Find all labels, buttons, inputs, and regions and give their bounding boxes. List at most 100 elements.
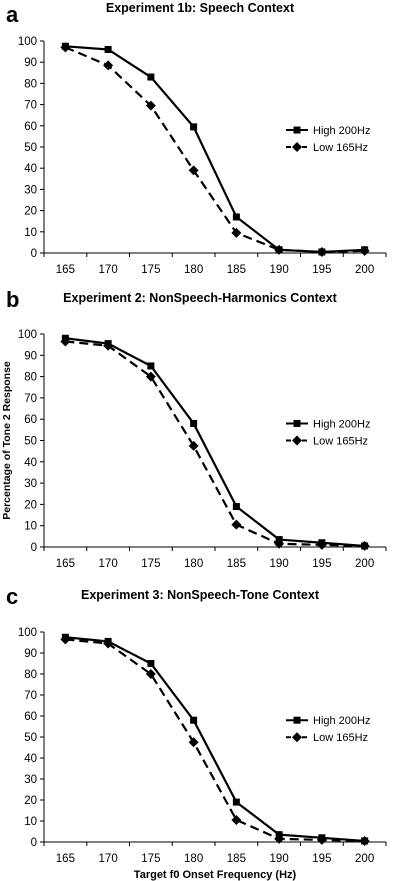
y-tick-label: 70	[24, 100, 37, 112]
legend-entry: High 200Hz	[313, 418, 370, 430]
data-point-low	[231, 814, 242, 825]
y-tick-label: 20	[24, 499, 37, 511]
legend: High 200Hz Low 165Hz	[286, 125, 370, 154]
y-tick-label: 70	[24, 690, 37, 702]
data-point-low	[145, 669, 156, 679]
legend-marker	[292, 435, 302, 446]
data-point-low	[231, 227, 242, 238]
y-tick-label: 60	[24, 711, 37, 723]
x-tick-label: 175	[141, 853, 160, 865]
legend-marker	[292, 142, 302, 153]
y-tick-label: 30	[24, 478, 37, 490]
data-point-low	[145, 100, 156, 111]
x-tick-label: 190	[270, 558, 289, 570]
data-point-low	[60, 336, 71, 347]
x-tick-label: 190	[270, 264, 289, 276]
y-tick-label: 100	[18, 329, 37, 341]
panel-label: c	[6, 584, 18, 609]
legend-entry: High 200Hz	[313, 125, 370, 137]
legend-entry: Low 165Hz	[313, 142, 368, 154]
data-point-low	[316, 539, 327, 550]
y-tick-label: 100	[18, 36, 37, 48]
data-point-high	[190, 419, 198, 427]
y-tick-label: 40	[24, 753, 37, 765]
series-line-low	[64, 46, 365, 254]
x-tick-label: 185	[227, 558, 246, 570]
panel-label: a	[6, 2, 19, 27]
data-point-low	[274, 244, 285, 255]
data-point-low	[60, 42, 71, 53]
legend-marker	[292, 732, 302, 743]
y-tick-label: 80	[24, 372, 37, 384]
y-tick-label: 90	[24, 648, 37, 660]
x-tick-label: 180	[184, 264, 203, 276]
data-point-high	[232, 213, 240, 221]
x-tick-label: 195	[312, 264, 331, 276]
y-tick-label: 50	[24, 142, 37, 154]
chart-panel-c: c Experiment 3: NonSpeech-Tone Context 0 10…	[6, 584, 387, 881]
y-tick-label: 50	[24, 732, 37, 744]
data-point-low	[103, 340, 114, 351]
y-tick-label: 90	[24, 350, 37, 362]
y-tick-label: 80	[24, 78, 37, 90]
data-point-low	[231, 519, 242, 530]
y-tick-label: 10	[24, 521, 37, 533]
data-point-high	[190, 123, 198, 131]
y-tick-label: 60	[24, 121, 37, 133]
data-point-low	[145, 371, 156, 382]
legend: High 200Hz Low 165Hz	[286, 418, 370, 447]
series-line-high	[65, 337, 365, 548]
x-tick-label: 185	[227, 853, 246, 865]
x-tick-label: 195	[312, 853, 331, 865]
legend-entry: Low 165Hz	[313, 732, 368, 744]
data-point-high	[190, 716, 198, 724]
data-point-high	[104, 45, 112, 53]
x-tick-label: 165	[56, 558, 75, 570]
y-tick-label: 100	[18, 627, 37, 639]
y-tick-label: 10	[24, 816, 37, 828]
data-point-low	[274, 833, 285, 844]
y-tick-label: 0	[31, 248, 37, 260]
data-point-low	[188, 165, 199, 176]
data-point-low	[188, 737, 199, 748]
legend-marker	[293, 716, 301, 724]
data-point-low	[359, 540, 370, 551]
data-point-low	[359, 245, 370, 256]
legend-marker	[293, 419, 301, 427]
y-tick-label: 70	[24, 393, 37, 405]
legend-marker	[293, 126, 301, 134]
y-tick-label: 30	[24, 774, 37, 786]
data-point-high	[147, 73, 155, 81]
data-point-low	[316, 834, 327, 845]
data-point-low	[103, 638, 114, 649]
y-tick-label: 80	[24, 669, 37, 681]
y-axis-label: Percentage of Tone 2 Response	[1, 361, 13, 520]
data-point-high	[147, 660, 155, 667]
chart-panel-a: a Experiment 1b: Speech Context 0 10 20 30 40 5…	[6, 1, 387, 276]
data-point-low	[60, 634, 71, 645]
data-point-low	[188, 440, 199, 451]
x-tick-label: 180	[184, 853, 203, 865]
x-tick-label: 185	[227, 264, 246, 276]
x-tick-label: 170	[99, 264, 118, 276]
x-tick-label: 180	[184, 558, 203, 570]
y-tick-label: 20	[24, 795, 37, 807]
y-tick-label: 60	[24, 414, 37, 426]
legend-entry: Low 165Hz	[313, 435, 368, 447]
x-tick-label: 175	[141, 264, 160, 276]
y-tick-label: 90	[24, 57, 37, 69]
y-tick-label: 0	[31, 542, 37, 554]
y-tick-label: 30	[24, 184, 37, 196]
data-point-high	[232, 798, 240, 806]
y-tick-label: 20	[24, 206, 37, 218]
x-tick-label: 190	[270, 853, 289, 865]
panel-label: b	[6, 287, 19, 312]
x-axis-label: Target f0 Onset Frequency (Hz)	[134, 869, 297, 881]
data-point-low	[103, 60, 114, 71]
legend: High 200Hz Low 165Hz	[286, 715, 370, 744]
x-tick-label: 170	[99, 853, 118, 865]
chart-title: Experiment 1b: Speech Context	[106, 1, 295, 15]
x-tick-label: 200	[355, 558, 374, 570]
chart-title: Experiment 2: NonSpeech-Harmonics Contex…	[63, 291, 338, 305]
